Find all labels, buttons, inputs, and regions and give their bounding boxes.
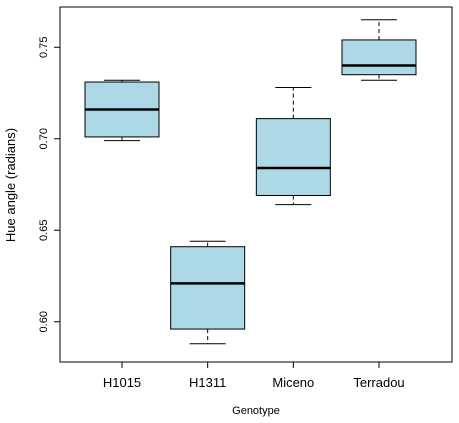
box-group-h1311 (170, 240, 246, 345)
x-axis: H1015 H1311 Miceno Terradou (103, 361, 405, 390)
x-tick-label-terradou: Terradou (353, 375, 404, 390)
x-axis-title: Genotype (232, 405, 280, 417)
box-group-miceno (255, 87, 331, 206)
y-axis: 0.60 0.65 0.70 0.75 (38, 37, 61, 332)
y-tick-label-1: 0.65 (38, 220, 50, 241)
y-tick-label-2: 0.70 (38, 128, 50, 149)
y-tick-label-0: 0.60 (38, 311, 50, 332)
y-axis-title: Hue angle (radians) (3, 128, 18, 242)
y-tick-label-3: 0.75 (38, 37, 50, 58)
x-tick-label-h1311: H1311 (189, 375, 226, 390)
boxes-layer (84, 19, 417, 345)
box-group-terradou (341, 19, 417, 81)
box-miceno (255, 118, 331, 196)
box-group-h1015 (84, 79, 160, 142)
x-tick-label-miceno: Miceno (272, 375, 314, 390)
box-h1311 (170, 246, 246, 330)
box-terradou (341, 39, 417, 76)
x-tick-label-h1015: H1015 (103, 375, 141, 390)
